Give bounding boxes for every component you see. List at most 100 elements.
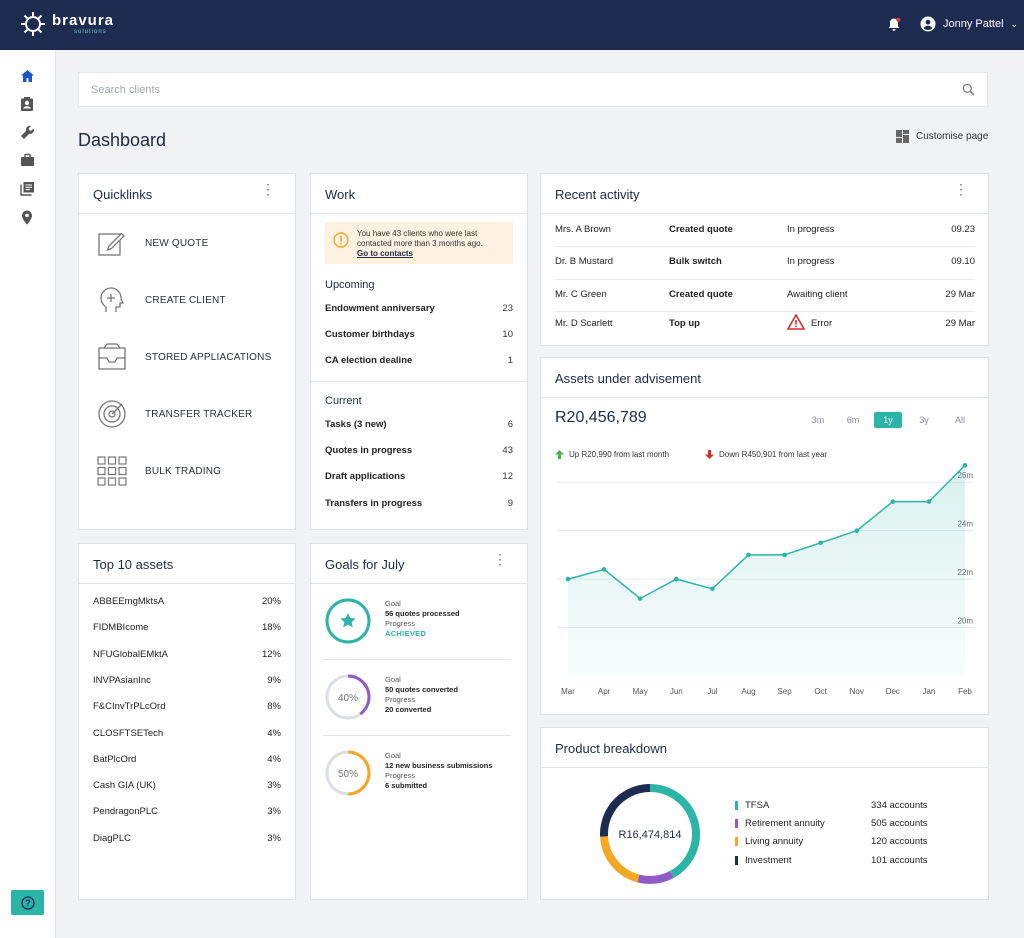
divider [555,246,975,247]
legend-accounts: 505 accounts [871,818,928,829]
upcoming-row[interactable]: CA election dealine 1 [325,355,513,366]
data-point [818,540,823,546]
quicklink-create-client[interactable]: CREATE CLIENT [97,285,226,315]
progress-text: 6 submitted [385,781,428,790]
search-icon[interactable] [962,83,975,96]
data-point [890,499,896,504]
aum-line-chart[interactable]: 20m 22m 24m 26m Mar Apr May Jun Jul Aug Sep Oct Nov D… [541,458,990,708]
range-3y-button[interactable]: 3y [919,415,929,425]
current-row[interactable]: Draft applications 12 [325,471,513,482]
upcoming-row[interactable]: Customer birthdays 10 [325,329,513,340]
recent-activity-card: Recent activity ⋮ Mrs. A Brown Created q… [540,173,989,346]
search-bar[interactable]: Search clients [78,72,988,107]
donut-total: R16,474,814 [619,829,682,841]
data-point [601,567,607,572]
asset-row[interactable]: ABBEEmgMktsA 20% [93,596,281,607]
range-6m-button[interactable]: 6m [846,415,860,425]
briefcase-icon[interactable] [18,151,36,169]
trend-down-text: Down R450,901 from last year [719,450,828,459]
range-3m-button[interactable]: 3m [811,415,825,425]
more-options-icon[interactable]: ⋮ [493,551,507,567]
activity-client: Mr. D Scarlett [555,318,613,329]
quicklink-stored-applications[interactable]: STORED APPLIACATIONS [97,342,271,372]
library-icon[interactable] [18,179,36,197]
aum-total-value: R20,456,789 [555,409,647,426]
row-label: Quotes in progress [325,445,413,456]
divider [555,311,975,312]
upcoming-heading: Upcoming [325,279,375,291]
activity-row[interactable]: Mrs. A Brown Created quote In progress 0… [555,224,975,238]
product-donut-chart[interactable]: R16,474,814 [595,779,705,889]
series-line [567,464,966,600]
customise-page-button[interactable]: Customise page [896,130,988,143]
asset-row[interactable]: CLOSFTSETech 4% [93,728,281,739]
legend-swatch [735,856,738,865]
row-label: Endowment anniversary [325,303,435,314]
activity-client: Mrs. A Brown [555,224,611,235]
quicklink-new-quote[interactable]: NEW QUOTE [97,228,208,258]
row-label: Tasks (3 new) [325,419,387,430]
x-tick-label: Jun [670,687,683,696]
goal-label: Goal [385,599,401,608]
activity-row[interactable]: Mr. C Green Created quote Awaiting clien… [555,289,975,303]
search-input[interactable]: Search clients [91,84,161,96]
help-button[interactable]: ? [11,890,44,915]
asset-percentage: 4% [267,727,281,739]
x-tick-label: Jul [707,687,717,696]
progress-text: 20 converted [385,705,432,714]
location-pin-icon[interactable] [18,208,36,226]
go-to-contacts-link[interactable]: Go to contacts [357,249,414,258]
asset-row[interactable]: PendragonPLC 3% [93,806,281,817]
ring-progress [325,598,371,644]
activity-client: Dr. B Mustard [555,256,614,267]
home-icon[interactable] [18,67,36,85]
asset-row[interactable]: NFUGlobalEMktA 12% [93,649,281,660]
user-menu[interactable]: Jonny Pattel ⌄ [920,16,1018,32]
asset-row[interactable]: FIDMBIcome 18% [93,622,281,633]
help-icon: ? [20,895,35,910]
current-row[interactable]: Tasks (3 new) 6 [325,419,513,430]
legend-accounts: 101 accounts [871,855,928,866]
upcoming-row[interactable]: Endowment anniversary 23 [325,303,513,314]
goal-item[interactable]: 50% Goal 12 new business submissions Pro… [323,748,511,824]
quicklinks-card: Quicklinks ⋮ NEW QUOTE CREATE CLIENT STO… [78,173,296,530]
goals-card: Goals for July ⋮ Goal 56 quotes processe… [310,543,528,900]
activity-row[interactable]: Mr. D Scarlett Top up Error 29 Mar [555,313,975,332]
quicklink-label: TRANSFER TRACKER [145,408,253,420]
x-tick-label: Feb [958,687,972,696]
asset-row[interactable]: DiagPLC 3% [93,833,281,844]
legend-swatch [735,819,738,828]
x-tick-label: Oct [814,687,827,696]
current-row[interactable]: Transfers in progress 9 [325,498,513,509]
more-options-icon[interactable]: ⋮ [954,181,968,197]
contacts-icon[interactable] [18,95,36,113]
more-options-icon[interactable]: ⋮ [261,181,275,197]
brand-logo[interactable]: bravura solutions [20,11,114,37]
legend-name: TFSA [745,800,770,811]
series-area [568,465,965,676]
activity-row[interactable]: Dr. B Mustard Bulk switch In progress 09… [555,256,975,270]
notifications-bell-icon[interactable] [886,17,902,38]
card-header: Assets under advisement [541,358,988,398]
wrench-icon[interactable] [18,123,36,141]
range-all-button[interactable]: All [954,415,965,425]
goal-item[interactable]: 40% Goal 50 quotes converted Progress 20… [323,672,511,748]
range-1y-button[interactable]: 1y [874,412,902,428]
data-point [746,552,751,558]
current-heading: Current [325,395,362,407]
asset-row[interactable]: BatPlcOrd 4% [93,754,281,765]
row-value: 23 [502,303,513,314]
activity-action: Bulk switch [669,256,722,267]
data-point [637,596,643,601]
current-row[interactable]: Quotes in progress 43 [325,445,513,456]
trend-up-text: Up R20,990 from last month [569,450,670,459]
assets-under-advisement-card: Assets under advisement R20,456,789 3m 6… [540,357,989,715]
quicklink-bulk-trading[interactable]: BULK TRADING [97,456,221,486]
quicklink-transfer-tracker[interactable]: TRANSFER TRACKER [97,399,252,429]
asset-row[interactable]: F&CInvTrPLcOrd 8% [93,701,281,712]
x-tick-label: Aug [741,687,755,696]
asset-row[interactable]: INVPAsianInc 9% [93,675,281,686]
asset-row[interactable]: Cash GIA (UK) 3% [93,780,281,791]
goal-item[interactable]: Goal 56 quotes processed Progress ACHIEV… [323,596,511,672]
error-icon [786,313,806,333]
